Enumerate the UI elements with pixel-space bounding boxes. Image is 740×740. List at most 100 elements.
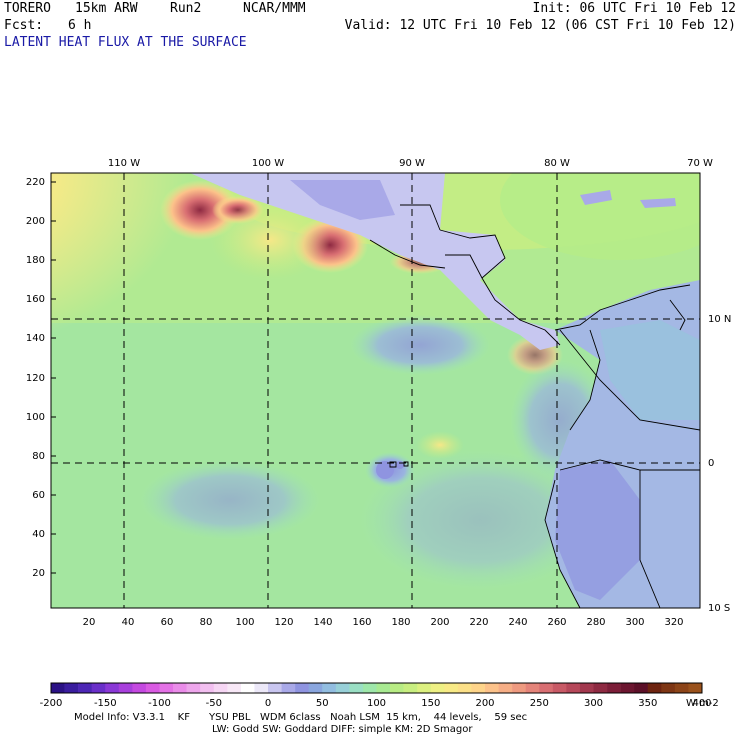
colorbar-swatch: [281, 683, 296, 693]
colorbar-swatch: [64, 683, 79, 693]
colorbar-swatch: [295, 683, 309, 693]
lon-label: 100 W: [252, 158, 284, 169]
colorbar-label: 400: [692, 698, 711, 709]
colorbar-swatch: [132, 683, 147, 693]
colorbar-swatch: [78, 683, 92, 693]
colorbar-swatch: [552, 683, 567, 693]
colorbar-swatch: [145, 683, 160, 693]
x-tick: 320: [664, 617, 683, 628]
colorbar-label: 350: [638, 698, 657, 709]
y-tick: 160: [26, 294, 45, 305]
flux-field: [51, 173, 700, 608]
colorbar-swatch: [688, 683, 703, 693]
colorbar-swatch: [607, 683, 621, 693]
colorbar-swatch: [186, 683, 201, 693]
physics-info: LW: Godd SW: Goddard DIFF: simple KM: 2D…: [212, 724, 473, 735]
map-frame: [50, 172, 701, 609]
colorbar-swatch: [444, 683, 459, 693]
colorbar-swatch: [512, 683, 526, 693]
y-tick: 220: [26, 177, 45, 188]
colorbar-swatch: [240, 683, 255, 693]
x-tick: 280: [586, 617, 605, 628]
x-tick: 40: [122, 617, 135, 628]
x-tick: 180: [391, 617, 410, 628]
lon-label: 110 W: [108, 158, 140, 169]
colorbar-swatch: [376, 683, 391, 693]
colorbar-swatch: [566, 683, 581, 693]
colorbar-swatch: [200, 683, 215, 693]
colorbar-swatch: [390, 683, 404, 693]
colorbar-swatch: [254, 683, 269, 693]
colorbar-swatch: [661, 683, 676, 693]
colorbar-swatch: [430, 683, 445, 693]
colorbar-label: 300: [584, 698, 603, 709]
colorbar-swatch: [213, 683, 228, 693]
colorbar-swatch: [91, 683, 106, 693]
colorbar-swatch: [308, 683, 323, 693]
x-tick: 60: [161, 617, 174, 628]
field-title: LATENT HEAT FLUX AT THE SURFACE: [4, 35, 247, 50]
lat-label: 0: [708, 458, 714, 469]
lat-label: 10 N: [708, 314, 731, 325]
colorbar: [51, 683, 703, 693]
lon-label: 90 W: [399, 158, 425, 169]
colorbar-swatch: [647, 683, 662, 693]
x-tick: 20: [83, 617, 96, 628]
colorbar-swatch: [105, 683, 120, 693]
colorbar-swatch: [227, 683, 242, 693]
x-tick: 240: [508, 617, 527, 628]
colorbar-swatch: [485, 683, 499, 693]
x-tick: 200: [430, 617, 449, 628]
colorbar-labels: -200-150-100-500501001502002503003504004…: [40, 698, 712, 709]
x-tick: 220: [469, 617, 488, 628]
latlon-grid: [51, 173, 700, 608]
y-tick: 120: [26, 373, 45, 384]
x-tick: 160: [352, 617, 371, 628]
colorbar-swatch: [159, 683, 174, 693]
colorbar-swatch: [173, 683, 187, 693]
colorbar-swatch: [403, 683, 418, 693]
colorbar-swatch: [417, 683, 432, 693]
colorbar-swatch: [471, 683, 486, 693]
colorbar-frame: [50, 682, 703, 694]
y-tick: 140: [26, 333, 45, 344]
valid-time: Valid: 12 UTC Fri 10 Feb 12 (06 CST Fri …: [344, 18, 736, 33]
lon-label: 80 W: [544, 158, 570, 169]
y-tick: 100: [26, 412, 45, 423]
colorbar-label: -150: [94, 698, 117, 709]
coastlines: [369, 204, 701, 609]
colorbar-label: 150: [421, 698, 440, 709]
x-tick: 80: [200, 617, 213, 628]
x-tick: 300: [625, 617, 644, 628]
colorbar-swatch: [634, 683, 649, 693]
colorbar-swatch: [498, 683, 513, 693]
x-tick: 260: [547, 617, 566, 628]
y-tick: 60: [32, 490, 45, 501]
colorbar-label: -50: [206, 698, 222, 709]
colorbar-swatch: [593, 683, 608, 693]
y-tick: 80: [32, 451, 45, 462]
colorbar-swatch: [335, 683, 350, 693]
model-name: TORERO: [4, 1, 51, 16]
colorbar-label: -200: [40, 698, 63, 709]
colorbar-swatch: [620, 683, 635, 693]
colorbar-swatch: [118, 683, 133, 693]
init-time: Init: 06 UTC Fri 10 Feb 12: [532, 1, 737, 16]
colorbar-swatch: [457, 683, 472, 693]
y-tick: 40: [32, 529, 45, 540]
x-tick: 140: [313, 617, 332, 628]
colorbar-units: W m-2: [686, 698, 719, 709]
y-tick: 180: [26, 255, 45, 266]
colorbar-label: 50: [316, 698, 329, 709]
model-info: Model Info: V3.3.1 KF YSU PBL WDM 6class…: [74, 712, 528, 723]
colorbar-swatch: [322, 683, 337, 693]
colorbar-swatch: [349, 683, 364, 693]
forecast-label: Fcst:: [4, 18, 44, 33]
colorbar-swatch: [362, 683, 377, 693]
colorbar-swatch: [674, 683, 689, 693]
colorbar-label: 0: [265, 698, 271, 709]
y-tick-marks: [51, 181, 56, 574]
colorbar-swatch: [579, 683, 594, 693]
colorbar-swatch: [268, 683, 282, 693]
